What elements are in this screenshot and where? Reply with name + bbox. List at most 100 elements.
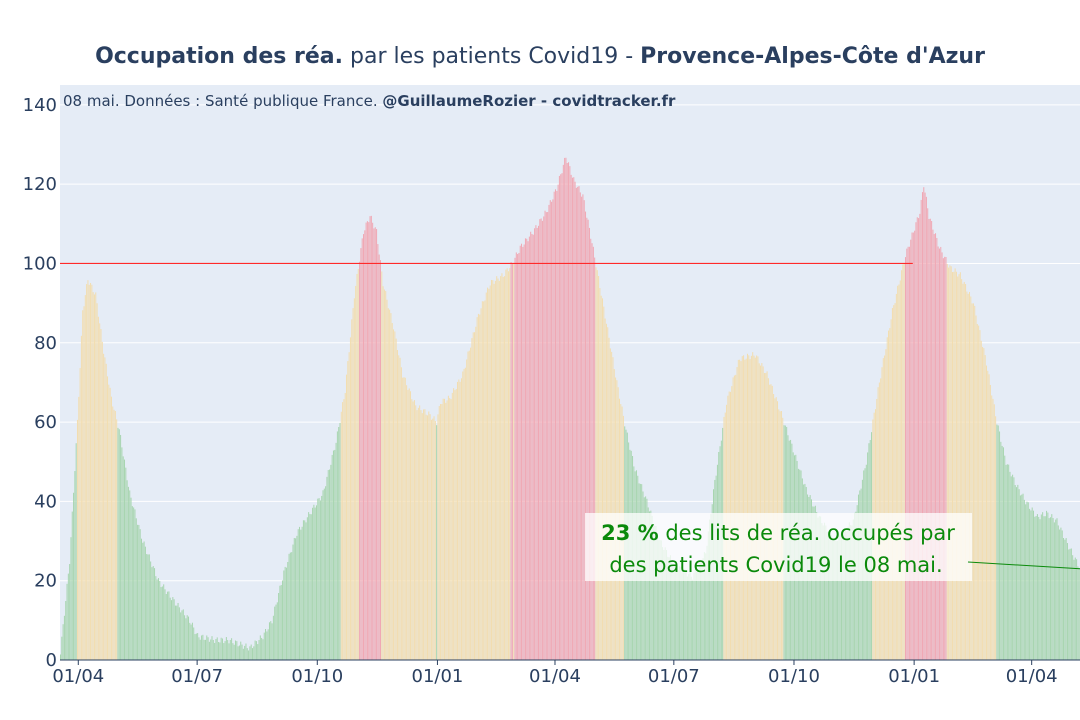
bar bbox=[552, 199, 554, 660]
bar bbox=[1076, 559, 1078, 660]
bar bbox=[946, 263, 948, 660]
bar bbox=[346, 374, 348, 660]
bar bbox=[1056, 518, 1058, 660]
bar bbox=[556, 190, 558, 660]
bar bbox=[315, 505, 317, 660]
bar bbox=[484, 300, 486, 660]
bar bbox=[945, 256, 947, 660]
bar bbox=[985, 365, 987, 660]
bar bbox=[210, 639, 212, 660]
bar bbox=[408, 388, 410, 660]
bar bbox=[984, 355, 986, 660]
bar bbox=[265, 629, 267, 660]
bar bbox=[509, 268, 511, 660]
bar bbox=[416, 410, 418, 660]
bar bbox=[379, 260, 381, 660]
bar bbox=[438, 406, 440, 660]
bar bbox=[952, 272, 954, 660]
bar bbox=[344, 392, 346, 660]
bar bbox=[169, 597, 171, 660]
bar bbox=[293, 537, 295, 660]
bar bbox=[975, 315, 977, 660]
bar bbox=[514, 257, 516, 660]
bar bbox=[174, 605, 176, 660]
bar bbox=[464, 367, 466, 660]
bar bbox=[241, 644, 243, 660]
bar bbox=[602, 298, 604, 660]
bar bbox=[895, 293, 897, 660]
bar bbox=[285, 567, 287, 660]
bar bbox=[660, 540, 662, 660]
bar bbox=[443, 398, 445, 660]
bar bbox=[931, 220, 933, 661]
bar bbox=[295, 538, 297, 660]
bar bbox=[1010, 476, 1012, 660]
bar bbox=[407, 389, 409, 660]
bar bbox=[884, 355, 886, 660]
bar bbox=[481, 301, 483, 660]
bar bbox=[528, 236, 530, 660]
bar bbox=[199, 639, 201, 660]
bar bbox=[1042, 512, 1044, 660]
bar bbox=[581, 196, 583, 660]
bar bbox=[459, 381, 461, 660]
bar bbox=[948, 267, 950, 660]
bar bbox=[238, 645, 240, 660]
bar bbox=[357, 268, 359, 660]
bar bbox=[1078, 568, 1080, 660]
bar bbox=[988, 374, 990, 660]
bar bbox=[694, 569, 696, 660]
bar bbox=[604, 318, 606, 660]
bar bbox=[248, 650, 250, 660]
bar bbox=[515, 252, 517, 660]
bar bbox=[398, 355, 400, 660]
bar bbox=[921, 192, 923, 661]
bar bbox=[1039, 519, 1041, 660]
bar bbox=[511, 263, 513, 660]
bar bbox=[507, 271, 509, 660]
bar bbox=[587, 219, 589, 660]
bar bbox=[498, 280, 500, 660]
bar bbox=[543, 216, 545, 660]
bar bbox=[1049, 517, 1051, 660]
bar bbox=[60, 654, 62, 660]
bar bbox=[993, 404, 995, 660]
bar bbox=[649, 511, 651, 660]
bar bbox=[304, 520, 306, 660]
bar bbox=[321, 495, 323, 660]
bar bbox=[898, 284, 900, 660]
bar bbox=[428, 411, 430, 660]
bar bbox=[82, 310, 84, 660]
bar bbox=[1063, 537, 1065, 660]
bar bbox=[760, 365, 762, 660]
bar bbox=[886, 337, 888, 660]
bar bbox=[903, 263, 905, 660]
bar bbox=[737, 359, 739, 660]
bar bbox=[218, 642, 220, 660]
bar bbox=[332, 450, 334, 660]
bar bbox=[527, 241, 529, 660]
bar bbox=[253, 646, 255, 660]
bar bbox=[325, 486, 327, 660]
bar bbox=[165, 594, 167, 660]
bar bbox=[568, 162, 570, 660]
bar bbox=[595, 267, 597, 660]
bar bbox=[982, 346, 984, 660]
bar bbox=[79, 368, 81, 660]
bar bbox=[254, 640, 256, 660]
bar bbox=[423, 409, 425, 660]
bar bbox=[83, 306, 85, 660]
bar bbox=[599, 288, 601, 660]
bar bbox=[434, 421, 436, 660]
title-region: Provence-Alpes-Côte d'Azur bbox=[640, 44, 985, 69]
bar bbox=[322, 490, 324, 660]
bar bbox=[330, 464, 332, 660]
bar bbox=[135, 518, 137, 660]
bar bbox=[92, 292, 94, 660]
bar bbox=[974, 305, 976, 660]
bar bbox=[696, 571, 698, 660]
bar bbox=[139, 529, 141, 660]
bar bbox=[901, 270, 903, 660]
bar bbox=[387, 308, 389, 660]
bar bbox=[232, 643, 234, 660]
